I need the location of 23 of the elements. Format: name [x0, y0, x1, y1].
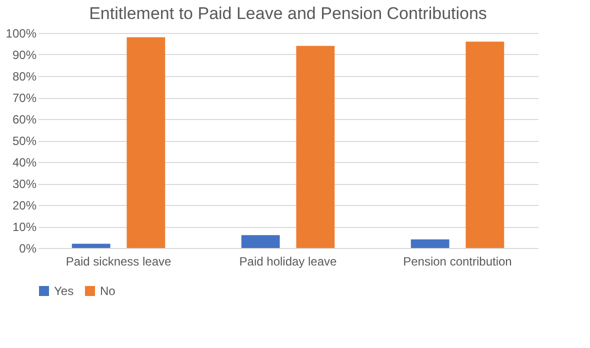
x-tick-label: Paid holiday leave [239, 254, 338, 268]
y-tick-label: 10% [12, 220, 37, 234]
bar [72, 244, 110, 248]
y-tick-label: 20% [12, 198, 37, 212]
bar [296, 46, 335, 248]
y-tick-label: 40% [12, 156, 37, 170]
y-tick-label: 80% [12, 70, 37, 84]
y-tick-label: 30% [12, 177, 37, 191]
y-tick-label: 100% [6, 26, 37, 40]
bar [126, 37, 166, 248]
y-tick-label: 90% [12, 48, 37, 62]
bar [466, 42, 504, 248]
y-tick-label: 0% [19, 242, 37, 256]
legend-label: No [100, 284, 116, 298]
legend-label: Yes [54, 284, 74, 298]
chart-title: Entitlement to Paid Leave and Pension Contributions [89, 4, 487, 23]
y-tick-label: 50% [12, 134, 37, 148]
y-tick-label: 60% [12, 112, 37, 126]
x-tick-label: Paid sickness leave [66, 254, 172, 268]
bar [241, 235, 280, 248]
bar [410, 239, 450, 248]
y-tick-label: 70% [12, 91, 37, 105]
x-tick-label: Pension contribution [403, 254, 512, 268]
